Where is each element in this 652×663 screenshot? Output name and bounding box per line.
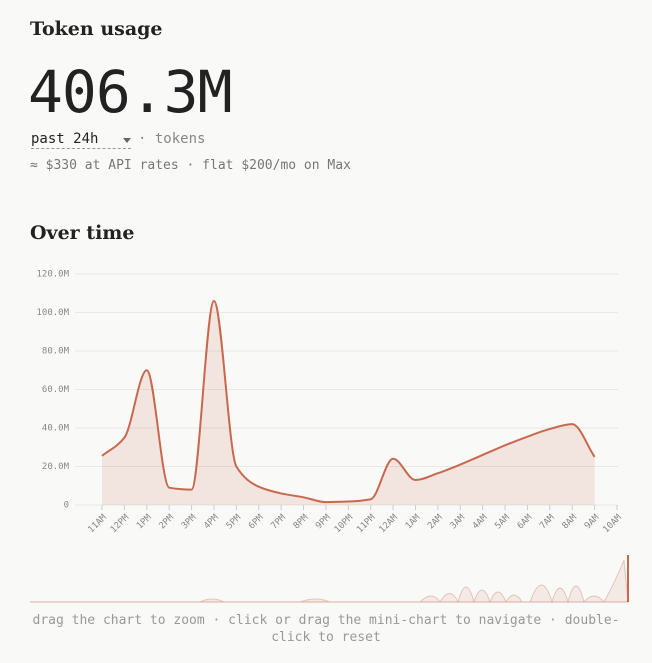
y-tick-label: 20.0M [42, 462, 70, 472]
x-tick-label: 4PM [202, 512, 221, 531]
x-tick-label: 10AM [601, 512, 624, 535]
x-tick-label: 6PM [247, 512, 266, 531]
y-tick-label: 120.0M [36, 270, 69, 280]
unit-label: · tokens [138, 131, 206, 147]
x-tick-label: 3PM [180, 512, 199, 531]
y-tick-label: 0 [64, 501, 69, 511]
dropdown-caret[interactable] [123, 138, 131, 143]
x-tick-label: 11AM [86, 512, 109, 535]
x-tick-label: 4AM [471, 512, 490, 531]
x-tick-label: 10PM [333, 512, 356, 535]
x-tick-label: 1AM [404, 512, 423, 531]
x-tick-label: 12AM [378, 512, 401, 535]
period-select[interactable]: past 24h [31, 131, 131, 149]
x-tick-label: 6AM [516, 512, 535, 531]
x-tick-label: 7PM [269, 512, 288, 531]
mini-chart[interactable] [30, 559, 629, 604]
x-tick-label: 1PM [135, 512, 154, 531]
mini-chart-handle[interactable] [627, 555, 629, 602]
x-tick-label: 3AM [449, 512, 468, 531]
line [101, 299, 596, 504]
x-tick-label: 9PM [314, 512, 333, 531]
x-tick-label: 2PM [157, 512, 176, 531]
section-title: Over time [30, 222, 135, 244]
cost-note: ≈ $330 at API rates · flat $200/mo on Ma… [30, 158, 351, 173]
x-tick-label: 5PM [225, 512, 244, 531]
x-tick-label: 9AM [583, 512, 602, 531]
y-tick-label: 100.0M [36, 308, 69, 318]
y-tick-label: 60.0M [42, 385, 70, 395]
x-tick-label: 2AM [426, 512, 445, 531]
x-tick-label: 8PM [292, 512, 311, 531]
total-value: 406.3M [28, 58, 233, 126]
x-tick-label: 7AM [538, 512, 557, 531]
y-tick-label: 40.0M [42, 424, 70, 434]
x-tick-label: 12PM [109, 512, 132, 535]
page-title: Token usage [30, 18, 163, 40]
x-tick-label: 5AM [493, 512, 512, 531]
hint-text: drag the chart to zoom · click or drag t… [32, 613, 620, 645]
y-tick-label: 80.0M [42, 347, 70, 357]
area [102, 300, 595, 505]
x-tick-label: 11PM [355, 512, 378, 535]
x-tick-label: 8AM [561, 512, 580, 531]
